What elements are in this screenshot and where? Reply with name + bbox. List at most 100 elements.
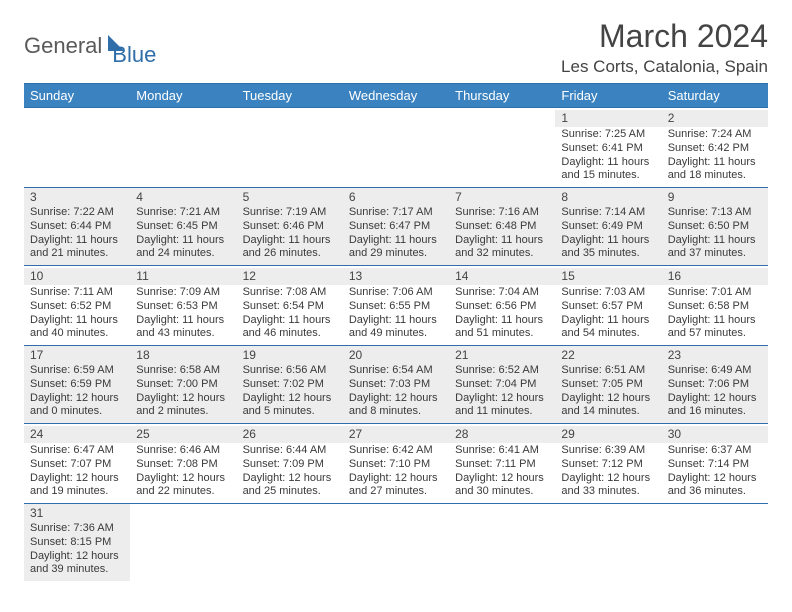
day-detail: Daylight: 11 hours: [668, 234, 762, 248]
calendar-cell: 28Sunrise: 6:41 AMSunset: 7:11 PMDayligh…: [449, 424, 555, 504]
calendar-cell: 22Sunrise: 6:51 AMSunset: 7:05 PMDayligh…: [555, 346, 661, 424]
day-number: 23: [668, 348, 762, 363]
day-detail: and 19 minutes.: [30, 485, 124, 499]
calendar-cell: 31Sunrise: 7:36 AMSunset: 8:15 PMDayligh…: [24, 504, 130, 582]
weekday-header: Saturday: [662, 84, 768, 108]
day-detail: and 36 minutes.: [668, 485, 762, 499]
day-detail: Sunrise: 7:06 AM: [349, 286, 443, 300]
day-detail: Daylight: 12 hours: [136, 392, 230, 406]
calendar-row: 1Sunrise: 7:25 AMSunset: 6:41 PMDaylight…: [24, 108, 768, 188]
day-detail: and 37 minutes.: [668, 247, 762, 261]
day-number: 19: [243, 348, 337, 363]
day-detail: Daylight: 12 hours: [455, 392, 549, 406]
calendar-cell: 29Sunrise: 6:39 AMSunset: 7:12 PMDayligh…: [555, 424, 661, 504]
day-detail: Sunrise: 7:01 AM: [668, 286, 762, 300]
day-detail: Daylight: 12 hours: [30, 550, 124, 564]
day-number: 2: [662, 110, 768, 127]
calendar-cell: [343, 108, 449, 188]
day-detail: and 16 minutes.: [668, 405, 762, 419]
day-detail: Sunset: 6:55 PM: [349, 300, 443, 314]
day-detail: Sunset: 7:10 PM: [349, 458, 443, 472]
calendar-cell: [237, 504, 343, 582]
day-detail: Sunrise: 6:56 AM: [243, 364, 337, 378]
day-detail: Sunset: 6:44 PM: [30, 220, 124, 234]
day-detail: and 15 minutes.: [561, 169, 655, 183]
day-detail: Sunrise: 7:22 AM: [30, 206, 124, 220]
day-detail: and 22 minutes.: [136, 485, 230, 499]
day-detail: Sunset: 6:48 PM: [455, 220, 549, 234]
day-detail: Sunrise: 6:42 AM: [349, 444, 443, 458]
logo-text-general: General: [24, 33, 102, 59]
day-detail: Sunset: 7:07 PM: [30, 458, 124, 472]
day-detail: Sunrise: 7:11 AM: [30, 286, 124, 300]
day-detail: and 26 minutes.: [243, 247, 337, 261]
day-detail: and 18 minutes.: [668, 169, 762, 183]
day-detail: Sunset: 8:15 PM: [30, 536, 124, 550]
calendar-cell: 27Sunrise: 6:42 AMSunset: 7:10 PMDayligh…: [343, 424, 449, 504]
calendar-cell: [130, 108, 236, 188]
day-detail: Sunrise: 7:08 AM: [243, 286, 337, 300]
calendar-cell: [449, 108, 555, 188]
day-detail: Sunset: 6:49 PM: [561, 220, 655, 234]
day-detail: Daylight: 12 hours: [561, 472, 655, 486]
day-number: 28: [449, 426, 555, 443]
day-detail: Daylight: 11 hours: [668, 314, 762, 328]
day-detail: Sunset: 6:41 PM: [561, 142, 655, 156]
calendar-cell: 23Sunrise: 6:49 AMSunset: 7:06 PMDayligh…: [662, 346, 768, 424]
day-detail: Sunrise: 6:54 AM: [349, 364, 443, 378]
day-detail: Sunrise: 7:19 AM: [243, 206, 337, 220]
calendar-row: 10Sunrise: 7:11 AMSunset: 6:52 PMDayligh…: [24, 266, 768, 346]
day-detail: Sunset: 6:53 PM: [136, 300, 230, 314]
day-detail: Daylight: 12 hours: [243, 472, 337, 486]
calendar-cell: 26Sunrise: 6:44 AMSunset: 7:09 PMDayligh…: [237, 424, 343, 504]
day-detail: Sunrise: 7:04 AM: [455, 286, 549, 300]
day-detail: Sunrise: 7:14 AM: [561, 206, 655, 220]
day-detail: and 25 minutes.: [243, 485, 337, 499]
day-detail: Sunset: 6:59 PM: [30, 378, 124, 392]
calendar-cell: 6Sunrise: 7:17 AMSunset: 6:47 PMDaylight…: [343, 188, 449, 266]
day-detail: Sunset: 7:12 PM: [561, 458, 655, 472]
calendar-cell: 20Sunrise: 6:54 AMSunset: 7:03 PMDayligh…: [343, 346, 449, 424]
day-detail: and 54 minutes.: [561, 327, 655, 341]
day-detail: Sunrise: 6:39 AM: [561, 444, 655, 458]
day-number: 18: [136, 348, 230, 363]
calendar-cell: 21Sunrise: 6:52 AMSunset: 7:04 PMDayligh…: [449, 346, 555, 424]
day-detail: and 5 minutes.: [243, 405, 337, 419]
day-detail: Sunset: 7:06 PM: [668, 378, 762, 392]
day-detail: Daylight: 11 hours: [136, 234, 230, 248]
day-detail: Sunset: 6:45 PM: [136, 220, 230, 234]
day-detail: and 35 minutes.: [561, 247, 655, 261]
day-detail: Daylight: 12 hours: [30, 472, 124, 486]
calendar-cell: [449, 504, 555, 582]
day-detail: Sunrise: 7:21 AM: [136, 206, 230, 220]
day-detail: and 39 minutes.: [30, 563, 124, 577]
logo: General Blue: [24, 18, 156, 68]
day-detail: Daylight: 11 hours: [136, 314, 230, 328]
calendar-cell: 18Sunrise: 6:58 AMSunset: 7:00 PMDayligh…: [130, 346, 236, 424]
day-detail: Daylight: 11 hours: [455, 314, 549, 328]
calendar-cell: 4Sunrise: 7:21 AMSunset: 6:45 PMDaylight…: [130, 188, 236, 266]
day-number: 16: [662, 268, 768, 285]
day-detail: Sunset: 6:58 PM: [668, 300, 762, 314]
day-detail: Daylight: 12 hours: [349, 472, 443, 486]
day-detail: Sunrise: 7:25 AM: [561, 128, 655, 142]
weekday-header: Friday: [555, 84, 661, 108]
day-detail: and 27 minutes.: [349, 485, 443, 499]
day-detail: and 51 minutes.: [455, 327, 549, 341]
calendar-body: 1Sunrise: 7:25 AMSunset: 6:41 PMDaylight…: [24, 108, 768, 582]
calendar-cell: 10Sunrise: 7:11 AMSunset: 6:52 PMDayligh…: [24, 266, 130, 346]
day-detail: and 8 minutes.: [349, 405, 443, 419]
day-number: 3: [30, 190, 124, 205]
day-detail: Sunrise: 6:52 AM: [455, 364, 549, 378]
location: Les Corts, Catalonia, Spain: [561, 57, 768, 77]
calendar-cell: [662, 504, 768, 582]
calendar-cell: 24Sunrise: 6:47 AMSunset: 7:07 PMDayligh…: [24, 424, 130, 504]
calendar-cell: 11Sunrise: 7:09 AMSunset: 6:53 PMDayligh…: [130, 266, 236, 346]
logo-text-blue: Blue: [112, 42, 156, 67]
day-number: 5: [243, 190, 337, 205]
calendar-cell: 12Sunrise: 7:08 AMSunset: 6:54 PMDayligh…: [237, 266, 343, 346]
day-detail: Daylight: 12 hours: [668, 472, 762, 486]
day-detail: Sunset: 6:52 PM: [30, 300, 124, 314]
day-detail: Sunset: 7:09 PM: [243, 458, 337, 472]
calendar-cell: 19Sunrise: 6:56 AMSunset: 7:02 PMDayligh…: [237, 346, 343, 424]
